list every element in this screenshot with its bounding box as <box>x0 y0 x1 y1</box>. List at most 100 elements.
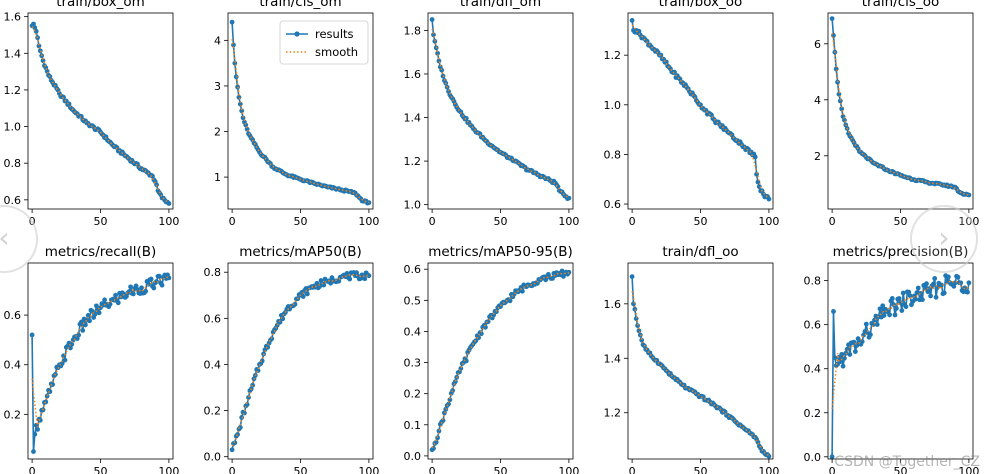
axes-frame <box>627 262 774 460</box>
results-point <box>277 319 283 325</box>
results-point <box>59 361 65 366</box>
results-point <box>96 310 102 316</box>
x-tick-label: 100 <box>558 215 579 228</box>
results-point <box>239 415 245 420</box>
results-point <box>236 94 242 100</box>
results-point <box>829 16 835 21</box>
chart-panel: train/box_oo 0 50 100 0.6 0.8 1.0 1.2 <box>604 0 780 228</box>
x-tick-label: 50 <box>494 215 508 228</box>
smooth-line <box>31 26 170 204</box>
y-tick-label: 0.6 <box>404 263 422 276</box>
chart-title: metrics/mAP50(B) <box>239 244 362 260</box>
x-tick-label: 100 <box>358 465 379 474</box>
axes-frame <box>27 262 174 460</box>
x-tick-label: 0 <box>229 465 236 474</box>
results-point <box>156 273 162 279</box>
results-point <box>913 296 918 302</box>
x-tick-label: 100 <box>958 465 979 474</box>
next-image-button[interactable]: › <box>910 205 978 273</box>
results-point <box>229 19 235 25</box>
results-point <box>941 290 947 296</box>
results-point <box>507 298 513 304</box>
y-tick-label: 0.2 <box>204 405 222 418</box>
y-tick-label: 0.6 <box>4 194 22 207</box>
chevron-left-icon: ‹ <box>0 221 36 254</box>
plot-area <box>629 274 772 459</box>
results-point <box>429 17 435 22</box>
legend: results smooth <box>279 20 369 65</box>
results-point <box>148 276 154 282</box>
smooth-line <box>831 32 969 196</box>
y-tick-label: 1.0 <box>404 199 422 212</box>
watermark-text: CSDN @Together_CZ <box>834 454 980 470</box>
results-point <box>130 291 136 297</box>
y-tick-label: 0.0 <box>804 451 822 464</box>
smooth-line <box>831 280 970 409</box>
results-point <box>269 336 275 342</box>
results-point <box>855 336 861 342</box>
chevron-right-icon: › <box>938 221 950 254</box>
results-point <box>892 312 898 318</box>
results-point <box>939 282 944 288</box>
results-point <box>919 297 925 303</box>
results-point <box>69 341 75 347</box>
results-point <box>151 285 157 291</box>
y-tick-label: 1.6 <box>404 68 422 81</box>
results-line <box>231 270 370 450</box>
results-point <box>839 352 845 357</box>
axes-frame <box>827 12 974 210</box>
chart-panel: metrics/mAP50-95(B) 0 50 100 0.0 0.1 0.2 0.3 0.4… <box>404 244 580 474</box>
y-tick-label: 1.6 <box>4 11 22 24</box>
results-point <box>914 290 920 296</box>
y-tick-label: 0.4 <box>4 359 22 372</box>
chart-panel: metrics/recall(B) 0 50 100 0.2 0.4 0.6 <box>4 244 180 474</box>
results-point <box>847 352 853 357</box>
y-tick-label: 0.3 <box>404 357 422 370</box>
x-tick-label: 0 <box>429 465 436 474</box>
y-tick-label: 1.4 <box>604 352 622 365</box>
results-point <box>906 289 912 295</box>
results-point <box>966 280 972 286</box>
y-tick-label: 1.0 <box>4 121 22 134</box>
results-point <box>242 410 247 416</box>
results-point <box>483 324 488 330</box>
results-point <box>463 358 469 364</box>
results-point <box>362 276 368 282</box>
results-point <box>32 431 38 437</box>
x-tick-label: 50 <box>694 465 708 474</box>
results-point <box>143 288 149 294</box>
x-tick-label: 100 <box>158 215 179 228</box>
results-point <box>235 432 240 437</box>
results-point <box>766 196 772 202</box>
plot-area <box>29 21 172 206</box>
y-tick-label: 0.6 <box>804 319 822 332</box>
results-point <box>128 284 133 290</box>
results-point <box>636 328 642 334</box>
results-point <box>336 278 342 284</box>
results-point <box>932 276 938 281</box>
results-point <box>37 417 43 423</box>
results-point <box>535 280 540 286</box>
x-tick-label: 0 <box>629 215 636 228</box>
chart-title: metrics/mAP50-95(B) <box>428 244 573 260</box>
results-point <box>958 280 964 286</box>
results-point <box>87 318 92 324</box>
chart-title: train/cls_om <box>259 0 341 10</box>
chart-title: train/dfl_oo <box>662 244 738 260</box>
y-tick-label: 4 <box>814 94 821 107</box>
results-point <box>639 337 645 343</box>
results-line <box>431 19 570 200</box>
results-point <box>166 201 172 206</box>
results-point <box>115 300 121 306</box>
results-point <box>519 288 525 294</box>
results-point <box>76 332 82 338</box>
results-point <box>94 303 99 309</box>
results-point <box>881 313 887 318</box>
x-tick-label: 50 <box>494 465 508 474</box>
x-tick-label: 50 <box>94 465 108 474</box>
y-tick-label: 0.8 <box>4 157 22 170</box>
results-point <box>61 94 66 100</box>
results-point <box>868 332 873 338</box>
results-point <box>80 328 86 333</box>
axes-frame <box>627 12 774 210</box>
